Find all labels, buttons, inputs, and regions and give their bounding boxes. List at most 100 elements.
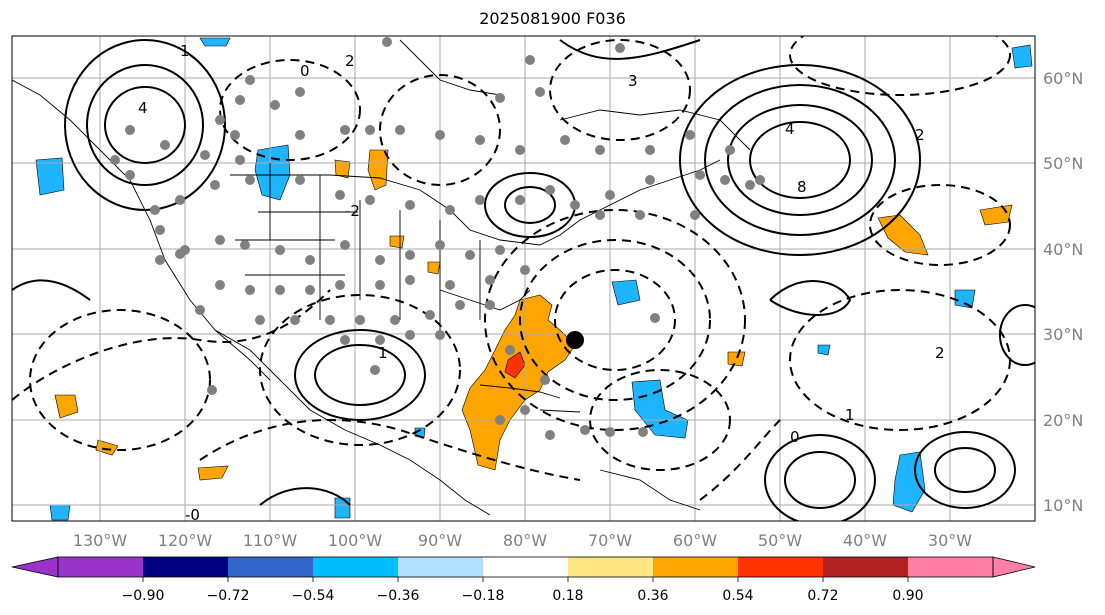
- map-frame: [11, 35, 1036, 522]
- significance-dot: [435, 130, 445, 140]
- significance-dot: [445, 280, 455, 290]
- significance-dot: [475, 135, 485, 145]
- significance-dot: [755, 175, 765, 185]
- significance-dot: [325, 315, 335, 325]
- storm-center-marker: [566, 331, 584, 349]
- significance-dot: [335, 280, 345, 290]
- colorbar-tick: 0.90: [892, 588, 923, 604]
- colorbar-swatch: [313, 557, 398, 577]
- lon-label: 70°W: [588, 531, 632, 550]
- colorbar-swatch: [398, 557, 483, 577]
- significance-dot: [125, 170, 135, 180]
- lon-label: 130°W: [73, 531, 128, 550]
- lon-label: 80°W: [503, 531, 547, 550]
- lon-label: 30°W: [928, 531, 972, 550]
- significance-dot: [275, 245, 285, 255]
- significance-dot: [295, 130, 305, 140]
- contour-label: -0: [185, 506, 200, 524]
- colorbar-tick: −0.36: [377, 588, 420, 604]
- significance-dot: [405, 330, 415, 340]
- significance-dot: [235, 95, 245, 105]
- contour-label: 2: [935, 344, 945, 362]
- significance-dot: [275, 285, 285, 295]
- significance-dot: [160, 140, 170, 150]
- contour-label: 3: [628, 72, 638, 90]
- significance-dot: [175, 249, 185, 259]
- significance-dot: [207, 385, 217, 395]
- significance-dot: [295, 87, 305, 97]
- longitude-labels: 130°W 120°W 110°W 100°W 90°W 80°W 70°W 6…: [73, 531, 972, 550]
- significance-dot: [650, 313, 660, 323]
- significance-dot: [270, 100, 280, 110]
- contours: [12, 39, 1035, 521]
- significance-dot: [615, 43, 625, 53]
- significance-dot: [725, 145, 735, 155]
- significance-dot: [495, 415, 505, 425]
- significance-dot: [335, 190, 345, 200]
- lon-label: 100°W: [328, 531, 383, 550]
- significance-dot: [382, 37, 392, 47]
- significance-dot: [215, 280, 225, 290]
- significance-dot: [520, 265, 530, 275]
- significance-dot: [405, 250, 415, 260]
- significance-dot: [355, 315, 365, 325]
- significance-dot: [110, 155, 120, 165]
- significance-dot: [195, 305, 205, 315]
- significance-dot: [570, 200, 580, 210]
- contour-label: 4: [138, 99, 148, 117]
- significance-dot: [645, 175, 655, 185]
- significance-dot: [305, 285, 315, 295]
- significance-dot: [475, 195, 485, 205]
- significance-dot: [505, 345, 515, 355]
- significance-dot: [435, 330, 445, 340]
- colorbar-extend-low: [11, 556, 59, 578]
- significance-dot: [375, 335, 385, 345]
- significance-dot: [465, 250, 475, 260]
- significance-dot: [580, 425, 590, 435]
- significance-dot: [535, 87, 545, 97]
- significance-dot: [595, 145, 605, 155]
- colorbar-swatch: [483, 557, 568, 577]
- significance-dot: [150, 205, 160, 215]
- significance-dot: [545, 185, 555, 195]
- significance-dot: [215, 235, 225, 245]
- contour-label: 0: [300, 62, 310, 80]
- significance-dot: [175, 195, 185, 205]
- orange-hurricane-region: [461, 294, 576, 471]
- significance-dot: [340, 335, 350, 345]
- significance-dot: [230, 130, 240, 140]
- colorbar-swatch: [228, 557, 313, 577]
- lat-label: 30°N: [1043, 325, 1083, 344]
- significance-dot: [455, 300, 465, 310]
- significance-dot: [495, 245, 505, 255]
- colorbar-swatch: [143, 557, 228, 577]
- significance-dot: [445, 205, 455, 215]
- lon-label: 40°W: [843, 531, 887, 550]
- significance-dot: [245, 285, 255, 295]
- significance-dot: [525, 55, 535, 65]
- significance-dot: [200, 150, 210, 160]
- colorbar-swatch: [568, 557, 653, 577]
- significance-dot: [255, 315, 265, 325]
- significance-dot: [240, 240, 250, 250]
- colorbar-swatch: [58, 557, 143, 577]
- significance-dot: [390, 315, 400, 325]
- coastlines: [12, 39, 751, 516]
- significance-dot: [235, 155, 245, 165]
- lat-label: 20°N: [1043, 411, 1083, 430]
- contour-label: 4: [785, 120, 795, 138]
- colorbar-extend-high: [992, 556, 1036, 578]
- significance-dot: [595, 210, 605, 220]
- significance-dot: [638, 427, 648, 437]
- contour-label: -2: [345, 202, 360, 220]
- significance-dot: [520, 405, 530, 415]
- latitude-labels: 60°N 50°N 40°N 30°N 20°N 10°N: [1043, 69, 1083, 515]
- lat-label: 60°N: [1043, 69, 1083, 88]
- colorbar-tick: −0.54: [292, 588, 335, 604]
- colorbar-tick: −0.72: [207, 588, 250, 604]
- lon-label: 90°W: [418, 531, 462, 550]
- significance-dot: [685, 130, 695, 140]
- colorbar-tick: 0.36: [637, 588, 668, 604]
- colorbar-tick: 0.72: [807, 588, 838, 604]
